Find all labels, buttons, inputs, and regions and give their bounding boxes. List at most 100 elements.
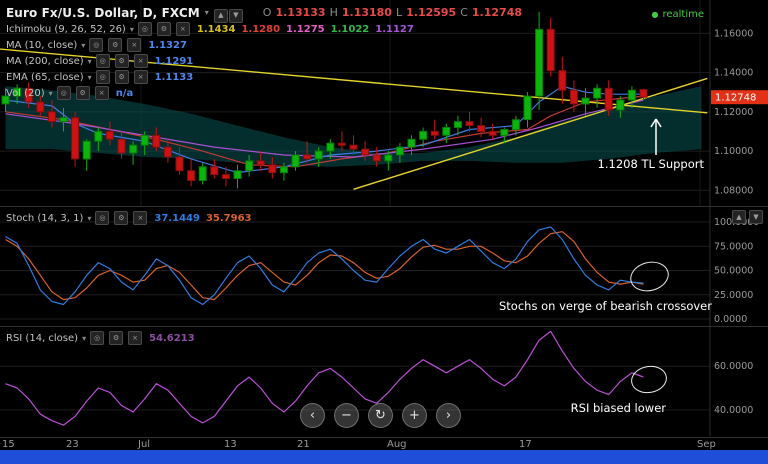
indicator-name[interactable]: Ichimoku (9, 26, 52, 26)	[6, 23, 126, 35]
indicator-value: 1.1434	[196, 23, 236, 35]
chart-nav-controls: ‹ − ↻ + ›	[300, 403, 461, 428]
svg-text:40.0000: 40.0000	[714, 405, 753, 416]
visibility-icon[interactable]: ◎	[95, 70, 110, 84]
settings-icon[interactable]: ⚙	[114, 70, 129, 84]
time-axis[interactable]: 15 23 Jul 13 21 Aug 17 Sep	[0, 437, 768, 451]
realtime-indicator: ● realtime	[651, 9, 704, 20]
high-label: H	[329, 6, 338, 19]
indicator-value: 54.6213	[149, 332, 195, 344]
chevron-down-icon[interactable]: ▾	[87, 213, 92, 223]
pan-right-button[interactable]: ›	[436, 403, 461, 428]
time-tick: 21	[297, 439, 310, 450]
svg-text:60.0000: 60.0000	[714, 361, 753, 372]
stoch-annotation: Stochs on verge of bearish crossover	[498, 299, 712, 313]
chevron-down-icon[interactable]: ▾	[87, 56, 92, 66]
realtime-dot-icon: ●	[651, 9, 659, 19]
panel-divider[interactable]	[0, 326, 768, 327]
visibility-icon[interactable]: ◎	[89, 38, 104, 52]
close-icon[interactable]: ×	[133, 211, 148, 225]
chevron-down-icon[interactable]: ▾	[129, 24, 134, 34]
tl-support-annotation: 1.1208 TL Support	[597, 157, 704, 171]
rsi-indicator-name[interactable]: RSI (14, close)	[6, 332, 79, 344]
symbol-title-row[interactable]: Euro Fx/U.S. Dollar, D, FXCM ▾ ▲ ▼ O 1.13…	[6, 4, 522, 23]
rsi-legend-row[interactable]: RSI (14, close) ▾ ◎ ⚙ × 54.6213	[6, 331, 195, 345]
close-icon[interactable]: ×	[127, 38, 142, 52]
svg-text:1.08000: 1.08000	[714, 185, 753, 196]
indicator-name[interactable]: Vol (20)	[6, 87, 45, 99]
pan-left-button[interactable]: ‹	[300, 403, 325, 428]
time-tick: Aug	[387, 439, 407, 450]
bottom-bar	[0, 450, 768, 464]
indicator-name[interactable]: EMA (65, close)	[6, 71, 84, 83]
settings-icon[interactable]: ⚙	[156, 22, 171, 36]
svg-text:1.12748: 1.12748	[715, 93, 756, 104]
open-label: O	[262, 6, 272, 19]
panel-divider[interactable]	[0, 206, 768, 207]
settings-icon[interactable]: ⚙	[108, 38, 123, 52]
close-value: 1.12748	[471, 6, 523, 19]
settings-icon[interactable]: ⚙	[75, 86, 90, 100]
visibility-icon[interactable]: ◎	[95, 211, 110, 225]
stoch-legend-row[interactable]: Stoch (14, 3, 1) ▾ ◎ ⚙ × 37.1449 35.7963	[6, 211, 251, 225]
svg-text:75.0000: 75.0000	[714, 241, 753, 252]
visibility-icon[interactable]: ◎	[56, 86, 71, 100]
reset-view-button[interactable]: ↻	[368, 403, 393, 428]
indicator-row[interactable]: EMA (65, close) ▾ ◎ ⚙ × 1.1133	[6, 69, 522, 85]
time-tick: Sep	[697, 439, 716, 450]
settings-icon[interactable]: ⚙	[109, 331, 124, 345]
pane-down-icon[interactable]: ▼	[228, 8, 243, 23]
chart-legend: Euro Fx/U.S. Dollar, D, FXCM ▾ ▲ ▼ O 1.13…	[6, 4, 522, 101]
visibility-icon[interactable]: ◎	[137, 22, 152, 36]
chevron-down-icon[interactable]: ▾	[87, 72, 92, 82]
svg-text:1.12000: 1.12000	[714, 107, 753, 118]
close-icon[interactable]: ×	[133, 54, 148, 68]
indicator-value: 1.1327	[148, 39, 187, 51]
indicator-value: 1.1022	[330, 23, 370, 35]
settings-icon[interactable]: ⚙	[114, 54, 129, 68]
pane-up-icon[interactable]: ▲	[213, 8, 228, 23]
chevron-down-icon[interactable]: ▾	[82, 333, 87, 343]
low-label: L	[395, 6, 403, 19]
svg-text:0.0000: 0.0000	[714, 314, 747, 325]
time-tick: 17	[519, 439, 532, 450]
svg-text:50.0000: 50.0000	[714, 266, 753, 277]
low-value: 1.12595	[406, 6, 457, 19]
chevron-down-icon[interactable]: ▾	[48, 88, 53, 98]
indicator-value: n/a	[115, 87, 134, 99]
svg-text:1.16000: 1.16000	[714, 28, 753, 39]
indicator-row[interactable]: MA (10, close) ▾ ◎ ⚙ × 1.1327	[6, 37, 522, 53]
symbol-title[interactable]: Euro Fx/U.S. Dollar, D, FXCM	[6, 5, 200, 20]
visibility-icon[interactable]: ◎	[90, 331, 105, 345]
indicator-legend-rows: Ichimoku (9, 26, 52, 26) ▾ ◎ ⚙ × 1.1434 1.1280…	[6, 21, 522, 101]
chevron-down-icon[interactable]: ▾	[81, 40, 86, 50]
time-tick: 15	[2, 439, 15, 450]
stoch-pane-buttons: ▲ ▼	[732, 210, 764, 224]
indicator-row[interactable]: MA (200, close) ▾ ◎ ⚙ × 1.1291	[6, 53, 522, 69]
indicator-name[interactable]: MA (200, close)	[6, 55, 84, 67]
zoom-out-button[interactable]: −	[334, 403, 359, 428]
close-icon[interactable]: ×	[94, 86, 109, 100]
svg-text:1.14000: 1.14000	[714, 68, 753, 79]
zoom-in-button[interactable]: +	[402, 403, 427, 428]
move-pane-up-icon[interactable]: ▲	[732, 210, 746, 224]
indicator-value: 1.1127	[375, 23, 414, 35]
open-value: 1.13133	[275, 6, 326, 19]
stoch-indicator-name[interactable]: Stoch (14, 3, 1)	[6, 212, 84, 224]
close-icon[interactable]: ×	[133, 70, 148, 84]
close-label: C	[460, 6, 468, 19]
ohlc-readout: O 1.13133 H 1.13180 L 1.12595 C 1.12748	[263, 6, 522, 19]
indicator-row[interactable]: Vol (20) ▾ ◎ ⚙ × n/a	[6, 85, 522, 101]
chevron-down-icon[interactable]: ▾	[204, 8, 209, 17]
high-value: 1.13180	[341, 6, 392, 19]
visibility-icon[interactable]: ◎	[95, 54, 110, 68]
indicator-value: 37.1449	[154, 212, 200, 224]
indicator-row[interactable]: Ichimoku (9, 26, 52, 26) ▾ ◎ ⚙ × 1.1434 1.1280…	[6, 21, 522, 37]
move-pane-down-icon[interactable]: ▼	[749, 210, 763, 224]
realtime-label: realtime	[662, 9, 704, 20]
close-icon[interactable]: ×	[175, 22, 190, 36]
svg-text:1.10000: 1.10000	[714, 146, 753, 157]
settings-icon[interactable]: ⚙	[114, 211, 129, 225]
close-icon[interactable]: ×	[128, 331, 143, 345]
indicator-name[interactable]: MA (10, close)	[6, 39, 78, 51]
